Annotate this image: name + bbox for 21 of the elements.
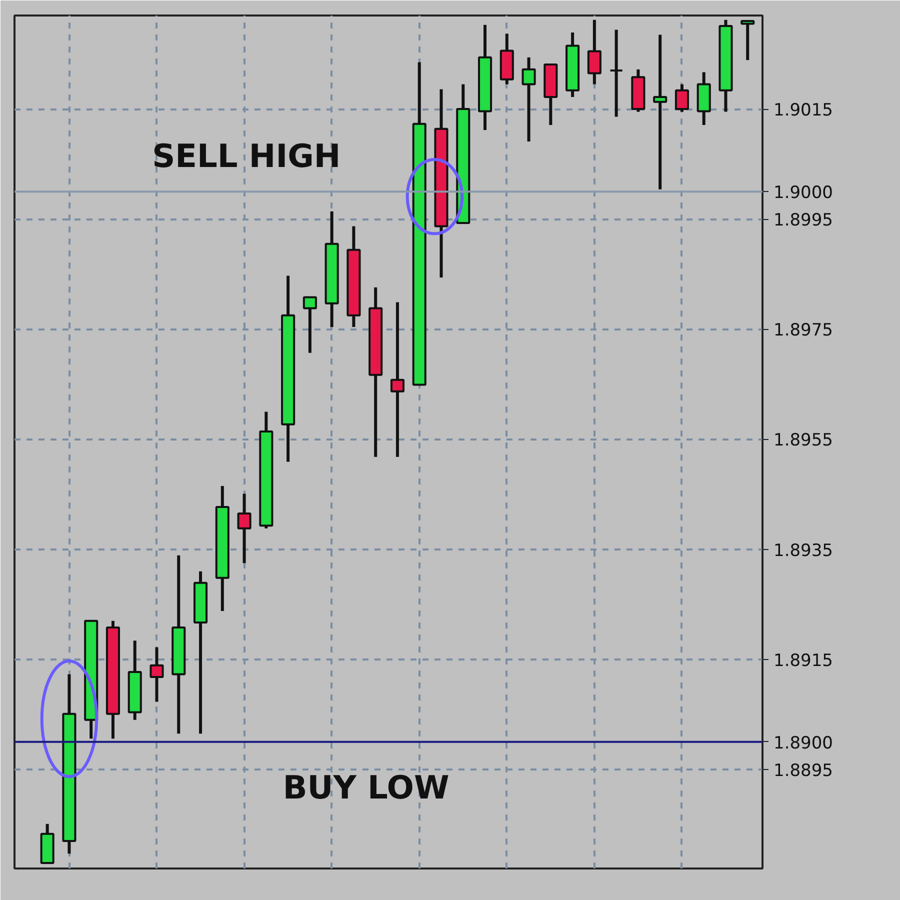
candlestick: [587, 20, 602, 84]
candlestick: [150, 647, 164, 702]
candlestick: [237, 494, 252, 564]
y-tick-label: 1.8915: [774, 650, 833, 671]
y-tick-label: 1.8975: [774, 320, 833, 341]
annotation: BUY LOW: [282, 768, 450, 806]
candlestick: [609, 30, 624, 117]
candlestick: [674, 84, 689, 112]
ref-line-label: 1.8900: [774, 733, 833, 754]
candlestick: [653, 34, 668, 190]
y-tick-label: 1.8995: [774, 210, 833, 231]
y-tick-label: 1.8895: [774, 760, 833, 781]
ref-line-label: 1.9000: [774, 183, 833, 204]
y-tick-label: 1.9015: [774, 100, 833, 121]
candlestick: [740, 20, 755, 60]
candlestick: [522, 57, 536, 142]
annotation: SELL HIGH: [152, 137, 341, 176]
y-tick-label: 1.8955: [774, 430, 833, 451]
candlestick: [390, 302, 404, 457]
candlestick: [302, 296, 317, 353]
y-tick-label: 1.8935: [774, 540, 833, 561]
